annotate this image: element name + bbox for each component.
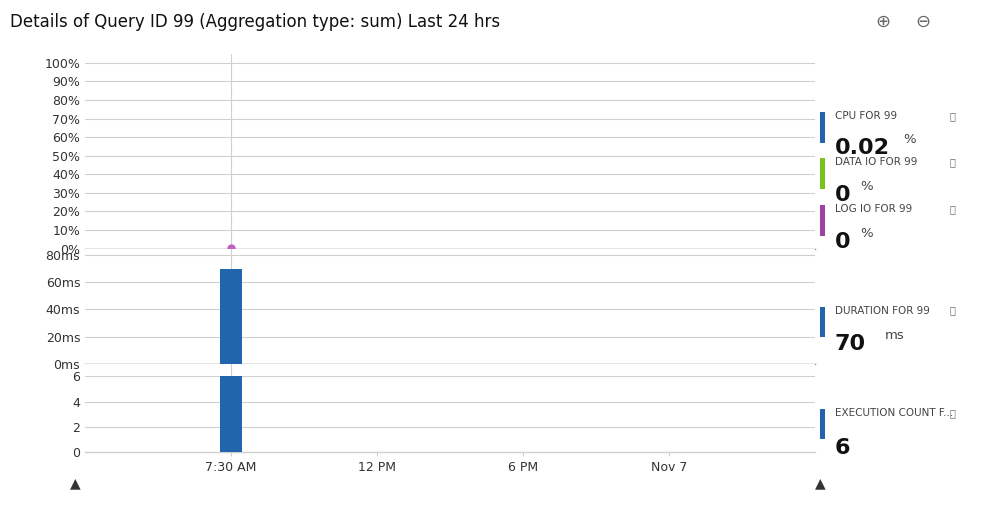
Text: DURATION FOR 99: DURATION FOR 99	[835, 306, 930, 316]
Text: %: %	[903, 133, 916, 146]
Text: 0.02: 0.02	[835, 138, 890, 158]
Text: ▲: ▲	[70, 476, 80, 490]
Text: EXECUTION COUNT F...: EXECUTION COUNT F...	[835, 408, 953, 418]
Text: %: %	[860, 227, 873, 240]
Text: ⊕: ⊕	[875, 13, 890, 31]
Text: ⊖: ⊖	[915, 13, 930, 31]
Bar	[220, 269, 242, 364]
Text: CPU FOR 99: CPU FOR 99	[835, 111, 897, 122]
Text: ⓘ: ⓘ	[950, 204, 956, 215]
Text: Details of Query ID 99 (Aggregation type: sum) Last 24 hrs: Details of Query ID 99 (Aggregation type…	[10, 13, 500, 31]
Text: ⓘ: ⓘ	[950, 111, 956, 122]
Text: %: %	[860, 180, 873, 193]
Text: ms: ms	[885, 329, 905, 342]
Text: ⓘ: ⓘ	[950, 408, 956, 418]
Text: LOG IO FOR 99: LOG IO FOR 99	[835, 204, 912, 215]
Text: 6: 6	[835, 438, 850, 458]
Bar	[220, 376, 242, 452]
Text: 0: 0	[835, 232, 851, 252]
Text: 0: 0	[835, 185, 851, 205]
Text: 70: 70	[835, 334, 866, 354]
Text: ⓘ: ⓘ	[950, 157, 956, 168]
Text: ⓘ: ⓘ	[950, 306, 956, 316]
Text: DATA IO FOR 99: DATA IO FOR 99	[835, 157, 917, 168]
Text: ▲: ▲	[815, 476, 825, 490]
